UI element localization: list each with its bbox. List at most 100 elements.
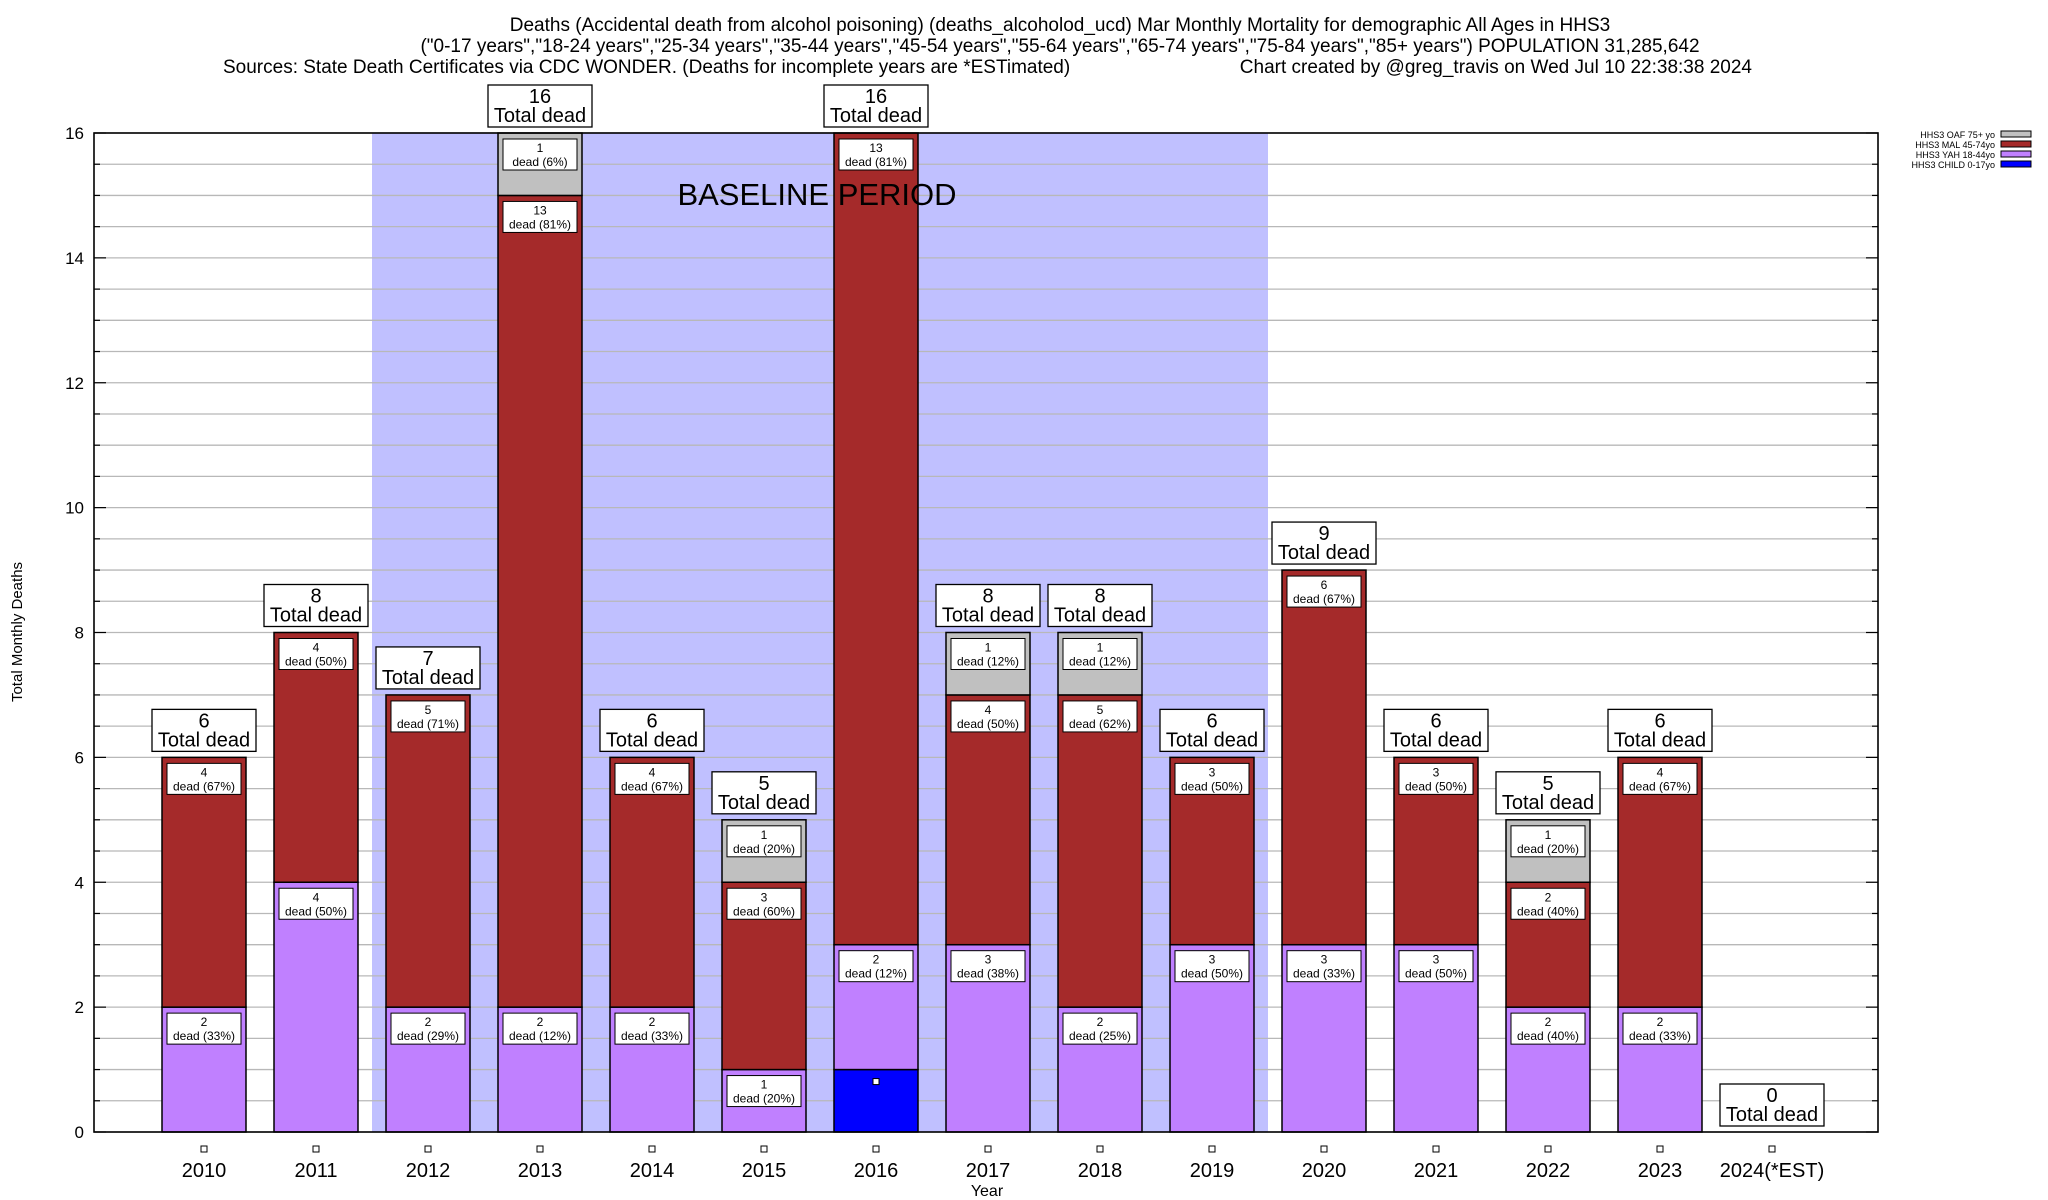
segment-label-box <box>1174 950 1250 983</box>
segment-percent: dead (6%) <box>512 155 567 169</box>
segment-label-box <box>166 762 242 795</box>
y-tick-label: 4 <box>75 873 84 892</box>
y-tick-label: 16 <box>65 124 84 143</box>
x-tick-label: 2012 <box>406 1160 451 1182</box>
segment-count: 3 <box>1209 953 1216 967</box>
segment-percent: dead (67%) <box>1629 779 1691 793</box>
x-tick-marker <box>872 1145 880 1153</box>
segment-label-box <box>1286 950 1362 983</box>
total-count: 8 <box>310 586 321 608</box>
segment-label-box <box>950 950 1026 983</box>
x-tick-label: 2018 <box>1078 1160 1123 1182</box>
segment-count: 3 <box>1321 953 1328 967</box>
x-tick-marker <box>1432 1145 1440 1153</box>
total-label-box <box>1383 708 1489 753</box>
x-tick-marker <box>536 1145 544 1153</box>
segment-count: 2 <box>1545 890 1552 904</box>
y-tick-label: 8 <box>75 624 84 643</box>
segment-label-box <box>950 638 1026 670</box>
segment-percent: dead (71%) <box>397 717 459 731</box>
segment-percent: dead (67%) <box>173 779 235 793</box>
total-count: 6 <box>1206 710 1217 732</box>
x-tick-marker <box>312 1145 320 1153</box>
segment-marker <box>872 1078 880 1086</box>
segment-label-box <box>1062 700 1138 733</box>
x-tick-marker <box>1768 1145 1776 1153</box>
segment-percent: dead (33%) <box>173 1029 235 1043</box>
total-label-box <box>151 708 257 753</box>
x-tick-label: 2021 <box>1414 1160 1459 1182</box>
segment-percent: dead (40%) <box>1517 1029 1579 1043</box>
total-suffix: Total dead <box>158 729 250 751</box>
legend-swatch <box>2000 150 2032 158</box>
segment-count: 13 <box>533 203 547 217</box>
x-axis-label: Year <box>971 1183 1004 1200</box>
segment-label-box <box>838 950 914 983</box>
total-count: 6 <box>198 710 209 732</box>
legend-label: HHS3 OAF 75+ yo <box>1920 130 1995 140</box>
segment-percent: dead (20%) <box>1517 842 1579 856</box>
x-tick-label: 2024(*EST) <box>1720 1160 1825 1182</box>
y-tick-label: 14 <box>65 249 84 268</box>
bar-segment <box>273 881 359 1133</box>
chart-title-line-1: Deaths (Accidental death from alcohol po… <box>510 15 1610 36</box>
total-label-box <box>599 708 705 753</box>
segment-percent: dead (81%) <box>845 155 907 169</box>
x-tick-marker <box>424 1145 432 1153</box>
total-count: 9 <box>1318 523 1329 545</box>
total-suffix: Total dead <box>1054 605 1146 627</box>
segment-count: 2 <box>1097 1015 1104 1029</box>
chart-sources-line: Sources: State Death Certificates via CD… <box>223 57 1070 78</box>
segment-count: 4 <box>201 765 208 779</box>
segment-count: 1 <box>537 141 544 155</box>
total-count: 8 <box>982 586 993 608</box>
segment-label-box <box>390 1012 466 1045</box>
segment-count: 4 <box>649 765 656 779</box>
segment-percent: dead (40%) <box>1517 904 1579 918</box>
segment-label-box <box>278 887 354 920</box>
segment-label-box <box>1286 575 1362 608</box>
x-tick-marker <box>1096 1145 1104 1153</box>
bar-segment <box>945 694 1031 946</box>
segment-label-box <box>1622 762 1698 795</box>
segment-label-box <box>726 825 802 858</box>
segment-percent: dead (50%) <box>1405 967 1467 981</box>
segment-percent: dead (50%) <box>1405 779 1467 793</box>
segment-count: 4 <box>313 890 320 904</box>
total-label-box <box>1159 708 1265 753</box>
y-tick-label: 2 <box>75 998 84 1017</box>
baseline-period-label: BASELINE PERIOD <box>677 177 956 212</box>
segment-count: 2 <box>649 1015 656 1029</box>
segment-count: 1 <box>761 828 768 842</box>
segment-count: 1 <box>1097 641 1104 655</box>
x-tick-label: 2014 <box>630 1160 675 1182</box>
chart-credit-line: Chart created by @greg_travis on Wed Jul… <box>1240 57 1753 78</box>
segment-percent: dead (25%) <box>1069 1029 1131 1043</box>
segment-label-box <box>1622 1012 1698 1045</box>
legend-swatch <box>2000 140 2032 148</box>
segment-label-box <box>1510 1012 1586 1045</box>
bar-segment <box>1617 756 1703 1008</box>
